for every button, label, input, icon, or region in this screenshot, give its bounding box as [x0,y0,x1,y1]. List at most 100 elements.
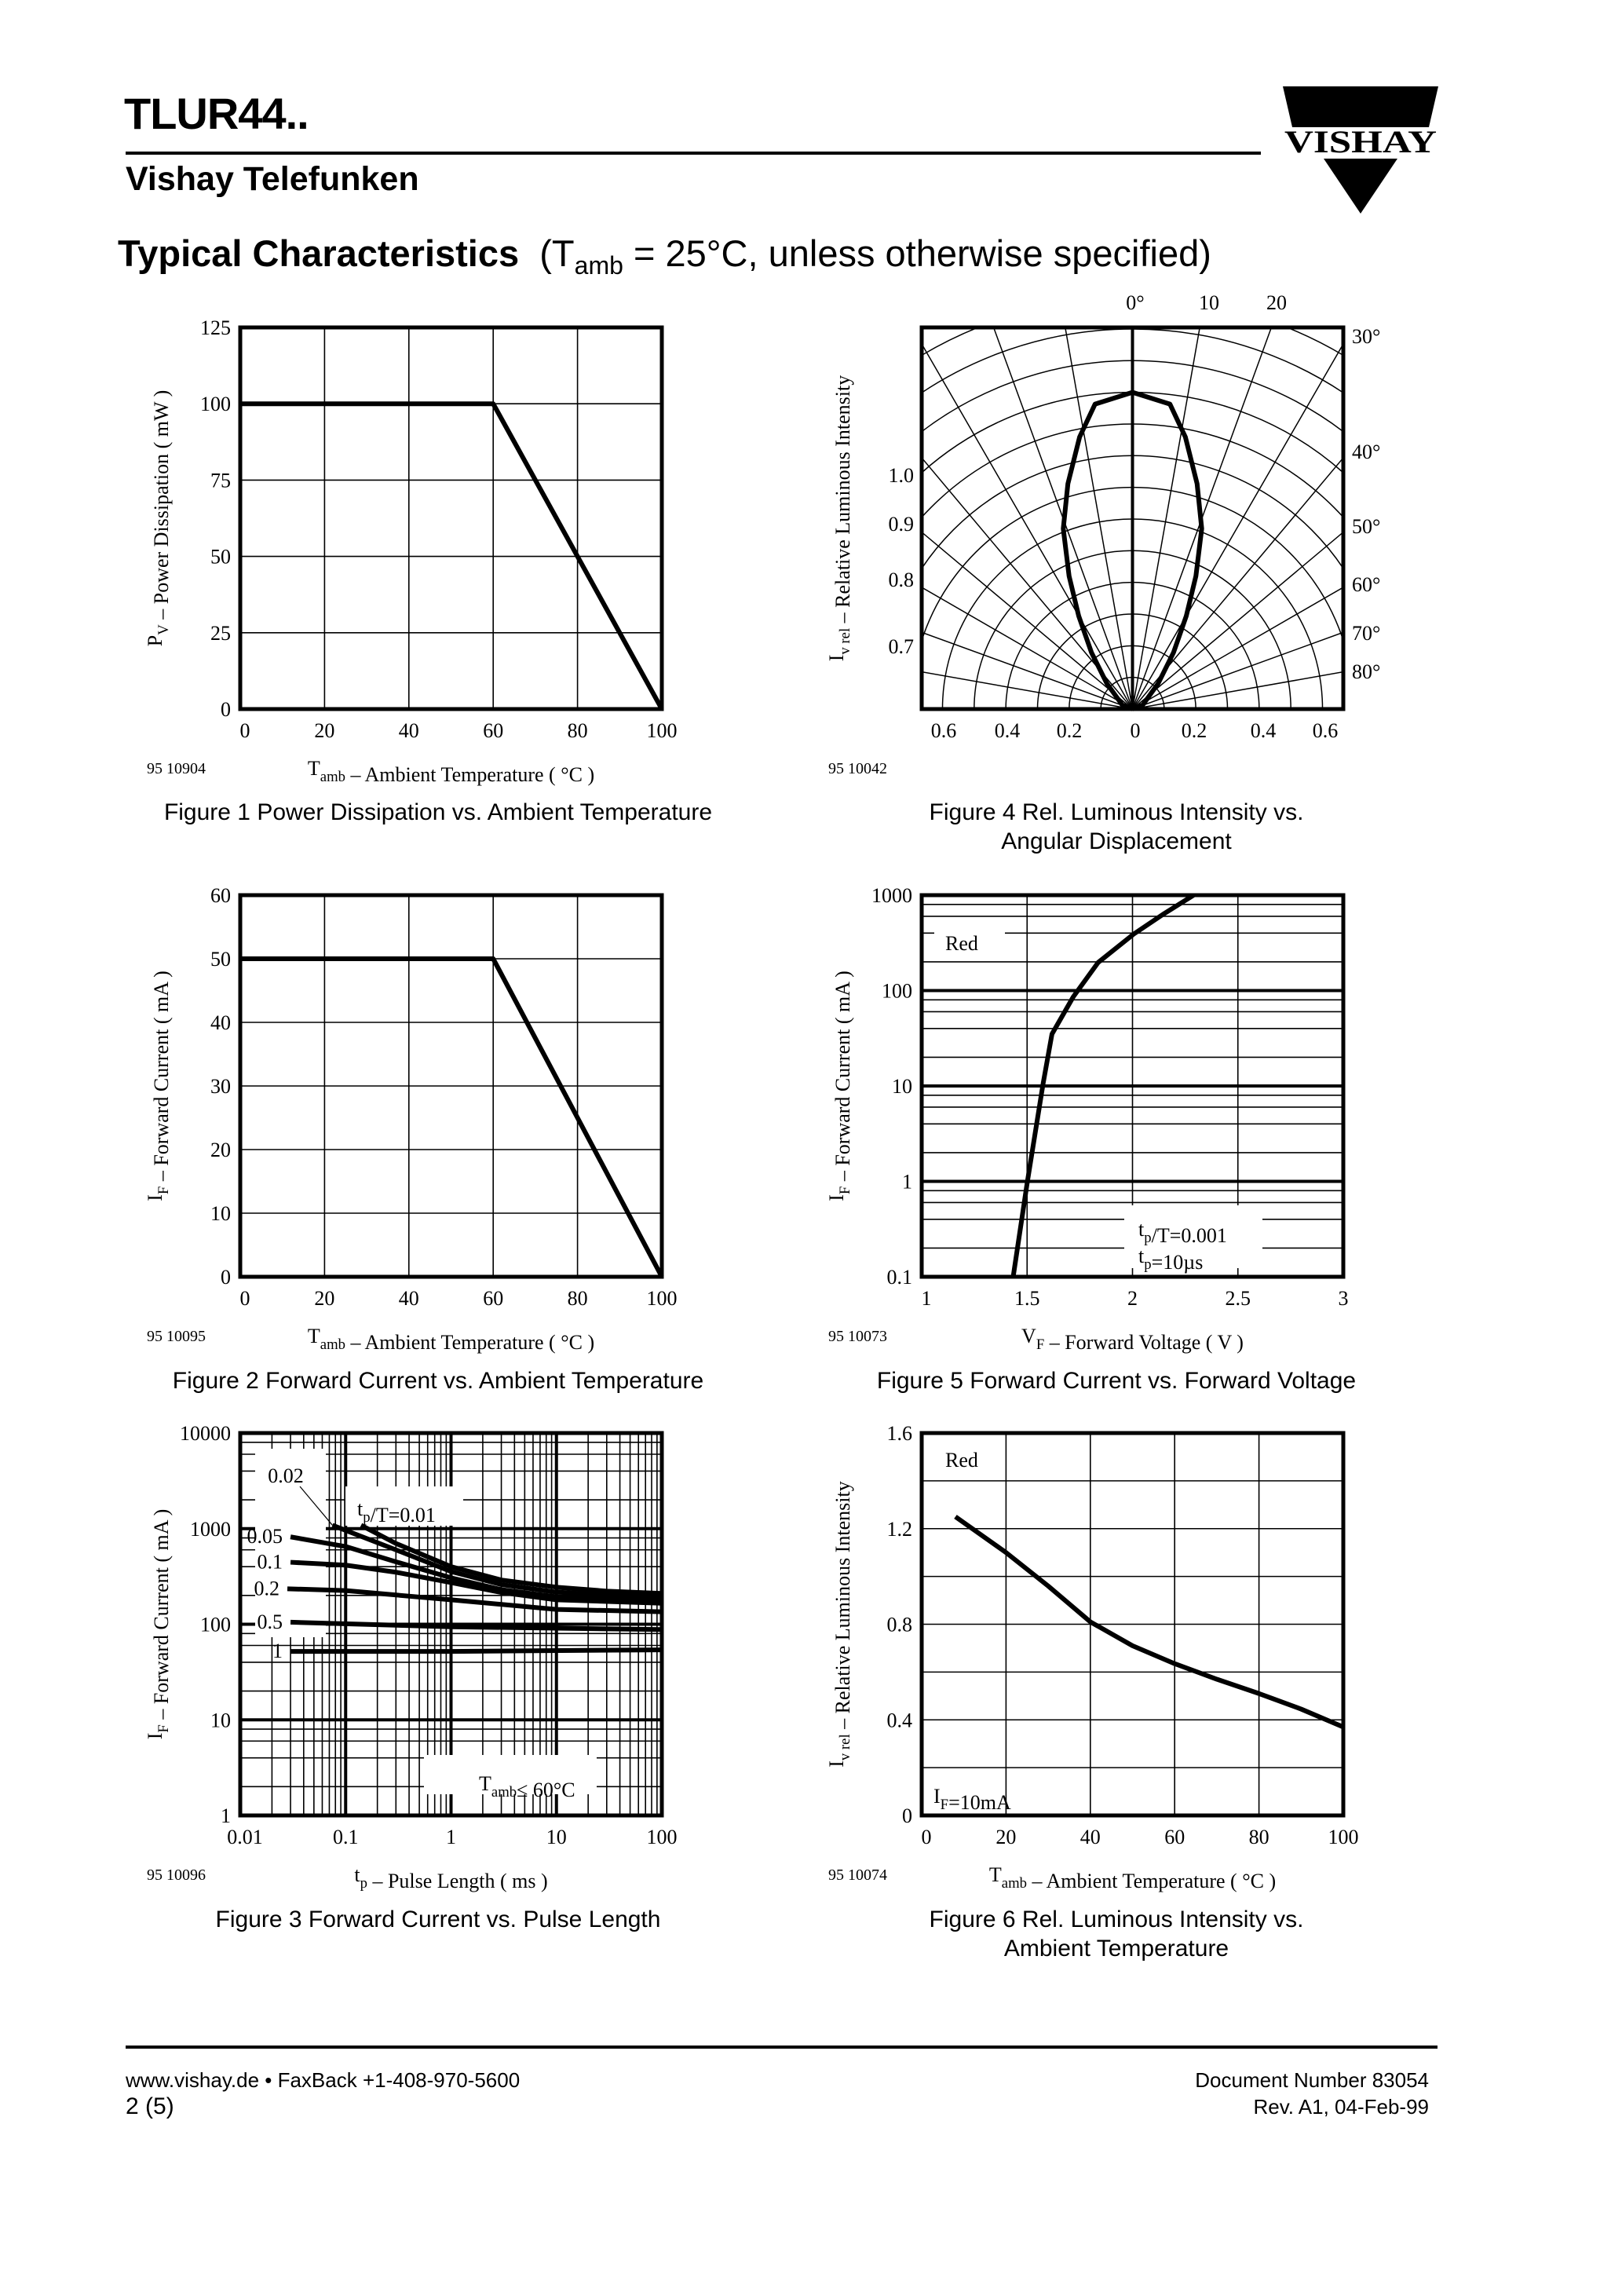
annotation-label: IF=10mA [933,1785,1011,1814]
text-part: ≤ 60°C [517,1779,575,1801]
plot-frame [919,325,1346,711]
x-tick-label: 10 [546,1826,567,1848]
text-part: – Forward Current ( mA ) [831,971,854,1186]
grid-spoke [922,671,1133,709]
text-part: /T=0.01 [371,1504,436,1526]
x-tick-label: 0 [240,1287,250,1310]
y-tick-label: 0.8 [887,1614,913,1636]
logo-text: VISHAY [1284,124,1437,159]
subscript: F [941,1797,948,1813]
annotation-label: Red [945,932,978,955]
subscript: F [155,1724,172,1732]
x-tick-label: 3 [1339,1287,1349,1310]
text-part: =10mA [948,1791,1011,1814]
series-label: 0.5 [258,1610,283,1633]
x-tick-label: 100 [647,1287,678,1310]
text-part: I [144,1194,166,1201]
plot-frame [919,893,1346,1279]
grid-spoke [1132,531,1343,709]
x-tick-label: 60 [1164,1826,1185,1848]
subscript: amb [320,1336,345,1353]
x-tick-label: 1 [446,1826,456,1848]
text-part: I [825,1760,848,1768]
section-heading: Typical Characteristics (Tamb = 25°C, un… [118,232,1211,280]
page-number: 2 (5) [126,2093,174,2119]
text-part: P [144,635,166,646]
x-tick-label: 100 [1328,1826,1359,1848]
data-series-line [360,1523,663,1596]
x-tick-label: 40 [1080,1826,1101,1848]
radius-label: 0.2 [1057,719,1083,742]
x-tick-label: 0.1 [333,1826,359,1848]
x-tick-label: 80 [568,1287,588,1310]
data-series-line [290,1534,663,1603]
figure-1: 95 10904 0 20 40 60 80 100 0 25 50 75 100 125 Tamb – … [144,316,678,786]
series-label: 0.02 [268,1464,304,1487]
x-tick-label: 60 [483,719,503,742]
x-tick-label: 80 [1249,1826,1269,1848]
x-tick-label: 0.01 [227,1826,263,1848]
x-axis-label: VF – Forward Voltage ( V ) [1021,1325,1244,1354]
text-part: I [144,1733,166,1740]
data-series-line [290,1619,663,1632]
x-tick-label: 100 [647,719,678,742]
y-tick-label: 25 [210,622,231,645]
radius-label: 0.4 [1251,719,1277,742]
radius-label: 0.2 [1182,719,1207,742]
grid-spoke [1065,327,1134,709]
text-part: – Relative Luminous Intensity [831,375,854,628]
section-condition: (Tamb = 25°C, unless otherwise specified… [539,232,1211,280]
subscript: p [1144,1256,1151,1273]
figure-id: 95 10096 [147,1866,206,1884]
annotation-background [424,1755,597,1794]
y-tick-label: 50 [210,948,231,971]
leader-line [299,1486,333,1526]
data-series-line [290,1647,663,1654]
angle-label: 30° [1352,325,1380,348]
series-label: 1 [272,1640,283,1662]
text-part: – Ambient Temperature ( °C ) [345,1331,594,1354]
y-tick-label: 0 [221,1266,231,1289]
x-axis-label: tp – Pulse Length ( ms ) [354,1863,547,1892]
intensity-label: 0.8 [889,569,915,591]
y-tick-label: 1 [902,1171,912,1194]
text-part: T [308,757,320,780]
angle-label: 80° [1352,660,1380,683]
annotation-background [1124,1205,1262,1268]
revision-date: Rev. A1, 04-Feb-99 [1253,2095,1429,2119]
intensity-curve [1061,389,1204,711]
grid-spoke [1131,456,1343,709]
text-part: V [1021,1325,1036,1347]
x-tick-label: 0 [240,719,250,742]
x-tick-label: 0 [922,1826,932,1848]
angle-label: 10 [1199,291,1219,314]
subscript: v rel [837,1734,853,1760]
data-series-line [240,956,664,1278]
plot-frame [238,893,664,1279]
x-tick-label: 80 [568,719,588,742]
y-tick-label: 10000 [180,1422,231,1445]
grid-spoke [922,531,1133,709]
y-tick-label: 50 [210,546,231,569]
y-tick-label: 1.2 [887,1518,913,1541]
subscript: F [1036,1336,1044,1353]
annotation-background [345,1486,463,1526]
y-axis-label: IF – Forward Current ( mA ) [144,1509,173,1739]
plot-frame [919,1431,1346,1818]
subscript: p [360,1875,367,1892]
x-tick-label: 100 [647,1826,678,1848]
plot-frame [238,325,664,711]
y-tick-label: 10 [210,1202,231,1225]
text-part: T [308,1325,320,1347]
text-part: t [357,1497,363,1520]
y-axis-label: Iv rel – Relative Luminous Intensity [825,1481,854,1768]
angle-label: 0° [1126,291,1144,314]
series-label: 0.1 [258,1551,283,1574]
x-tick-label: 40 [399,719,419,742]
grid-spoke [922,587,1133,709]
figure-id: 95 10073 [828,1328,887,1345]
text-part: T [479,1772,491,1795]
series-label: 0.2 [254,1577,280,1600]
text-part: I [933,1785,941,1808]
